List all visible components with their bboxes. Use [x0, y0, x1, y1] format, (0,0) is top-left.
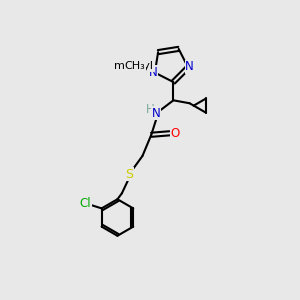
Text: methyl: methyl — [134, 65, 139, 66]
Text: N: N — [149, 65, 158, 79]
Text: H: H — [146, 103, 154, 116]
Text: O: O — [171, 127, 180, 140]
Text: Cl: Cl — [79, 197, 91, 210]
Text: CH₃: CH₃ — [125, 61, 146, 71]
Text: S: S — [125, 168, 133, 181]
Text: methyl: methyl — [114, 61, 153, 71]
Text: N: N — [185, 60, 194, 73]
Text: N: N — [152, 107, 161, 120]
